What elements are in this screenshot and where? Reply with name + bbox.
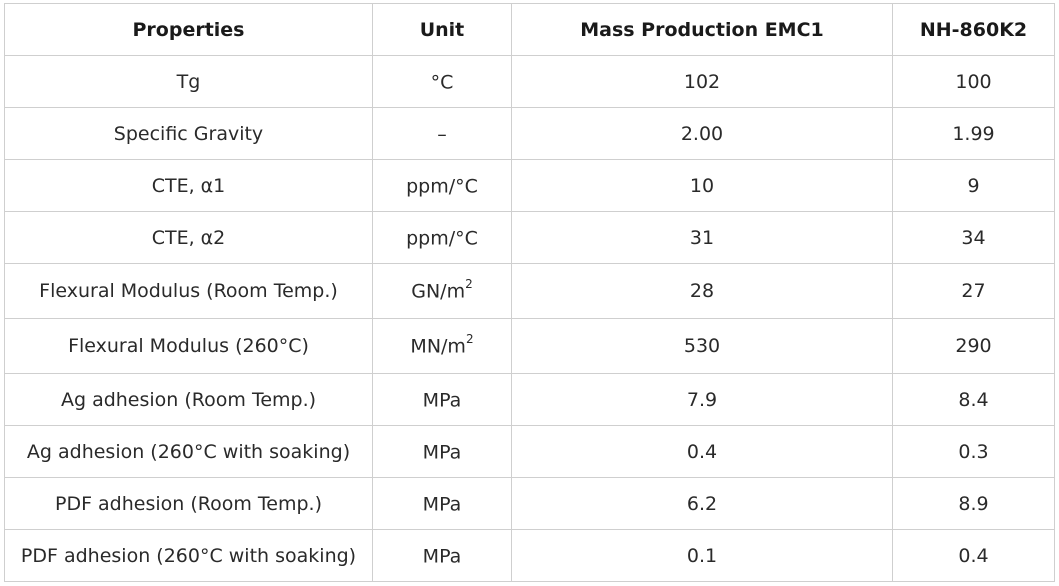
unit-text: °C bbox=[430, 71, 454, 94]
emc1-value-cell: 0.4 bbox=[511, 425, 893, 478]
table-row: PDF adhesion (260°C with soaking) MPa 0.… bbox=[4, 529, 1055, 582]
table-row: CTE, α1 ppm/°C 10 9 bbox=[4, 159, 1055, 212]
unit-cell: ppm/°C bbox=[372, 159, 512, 212]
unit-text: ppm/°C bbox=[406, 227, 478, 250]
table-row: CTE, α2 ppm/°C 31 34 bbox=[4, 211, 1055, 264]
properties-table-container: Properties Unit Mass Production EMC1 NH-… bbox=[4, 3, 1055, 582]
emc1-value-cell: 28 bbox=[511, 263, 893, 319]
unit-cell: ppm/°C bbox=[372, 211, 512, 264]
unit-cell: – bbox=[372, 107, 512, 160]
table-row: Flexural Modulus (Room Temp.) GN/m2 28 2… bbox=[4, 263, 1055, 319]
unit-text: GN/m bbox=[411, 280, 466, 303]
property-cell: CTE, α1 bbox=[4, 159, 373, 212]
nh860k2-value-cell: 0.4 bbox=[892, 529, 1055, 582]
property-cell: Tg bbox=[4, 55, 373, 108]
emc1-value-cell: 10 bbox=[511, 159, 893, 212]
property-cell: Flexural Modulus (Room Temp.) bbox=[4, 263, 373, 319]
property-cell: CTE, α2 bbox=[4, 211, 373, 264]
emc1-value-cell: 530 bbox=[511, 318, 893, 374]
table-row: PDF adhesion (Room Temp.) MPa 6.2 8.9 bbox=[4, 477, 1055, 530]
unit-text: MN/m bbox=[410, 335, 466, 358]
properties-comparison-table: Properties Unit Mass Production EMC1 NH-… bbox=[4, 3, 1055, 582]
property-cell: PDF adhesion (260°C with soaking) bbox=[4, 529, 373, 582]
header-nh-860k2: NH-860K2 bbox=[892, 3, 1055, 56]
unit-cell: MPa bbox=[372, 373, 512, 426]
unit-superscript: 2 bbox=[465, 277, 473, 292]
emc1-value-cell: 2.00 bbox=[511, 107, 893, 160]
property-cell: Ag adhesion (Room Temp.) bbox=[4, 373, 373, 426]
emc1-value-cell: 7.9 bbox=[511, 373, 893, 426]
unit-cell: GN/m2 bbox=[372, 263, 512, 319]
table-row: Ag adhesion (260°C with soaking) MPa 0.4… bbox=[4, 425, 1055, 478]
unit-cell: MN/m2 bbox=[372, 318, 512, 374]
property-cell: Specific Gravity bbox=[4, 107, 373, 160]
unit-cell: MPa bbox=[372, 425, 512, 478]
unit-superscript: 2 bbox=[465, 332, 474, 347]
unit-cell: MPa bbox=[372, 529, 512, 582]
property-cell: Ag adhesion (260°C with soaking) bbox=[4, 425, 373, 478]
table-row: Ag adhesion (Room Temp.) MPa 7.9 8.4 bbox=[4, 373, 1055, 426]
table-header-row: Properties Unit Mass Production EMC1 NH-… bbox=[4, 3, 1055, 56]
nh860k2-value-cell: 27 bbox=[892, 263, 1055, 319]
table-row: Tg °C 102 100 bbox=[4, 55, 1055, 108]
unit-cell: MPa bbox=[372, 477, 512, 530]
unit-text: MPa bbox=[422, 441, 462, 464]
nh860k2-value-cell: 0.3 bbox=[892, 425, 1055, 478]
nh860k2-value-cell: 290 bbox=[892, 318, 1055, 374]
header-unit: Unit bbox=[372, 3, 512, 56]
nh860k2-value-cell: 8.4 bbox=[892, 373, 1055, 426]
unit-text: ppm/°C bbox=[406, 175, 478, 198]
header-mass-production-emc1: Mass Production EMC1 bbox=[511, 3, 893, 56]
property-cell: PDF adhesion (Room Temp.) bbox=[4, 477, 373, 530]
property-cell: Flexural Modulus (260°C) bbox=[4, 318, 373, 374]
header-properties: Properties bbox=[4, 3, 373, 56]
nh860k2-value-cell: 1.99 bbox=[892, 107, 1055, 160]
unit-text: MPa bbox=[422, 389, 462, 412]
table-row: Specific Gravity – 2.00 1.99 bbox=[4, 107, 1055, 160]
emc1-value-cell: 102 bbox=[511, 55, 893, 108]
unit-text: MPa bbox=[422, 493, 462, 516]
nh860k2-value-cell: 34 bbox=[892, 211, 1055, 264]
emc1-value-cell: 31 bbox=[511, 211, 893, 264]
nh860k2-value-cell: 9 bbox=[892, 159, 1055, 212]
emc1-value-cell: 0.1 bbox=[511, 529, 893, 582]
table-row: Flexural Modulus (260°C) MN/m2 530 290 bbox=[4, 318, 1055, 374]
nh860k2-value-cell: 8.9 bbox=[892, 477, 1055, 530]
unit-text: – bbox=[437, 123, 447, 146]
unit-text: MPa bbox=[422, 545, 462, 568]
emc1-value-cell: 6.2 bbox=[511, 477, 893, 530]
unit-cell: °C bbox=[372, 55, 512, 108]
nh860k2-value-cell: 100 bbox=[892, 55, 1055, 108]
